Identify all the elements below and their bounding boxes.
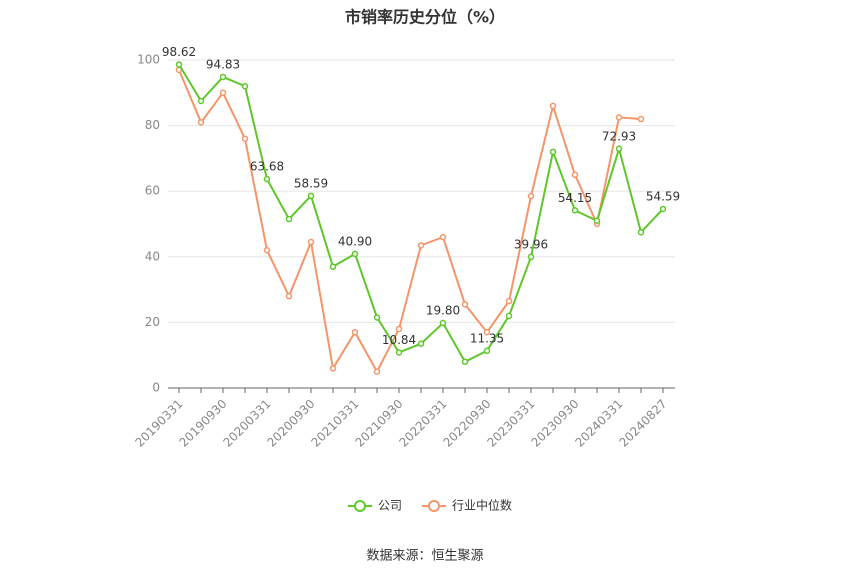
x-tick-label: 20240827 <box>617 397 670 450</box>
legend-marker <box>354 500 366 512</box>
point <box>571 207 579 214</box>
point <box>219 73 227 81</box>
point <box>593 217 601 224</box>
point <box>351 250 359 258</box>
point <box>637 228 645 236</box>
point <box>241 135 249 142</box>
point <box>439 319 447 327</box>
y-tick-label: 100 <box>137 53 160 67</box>
point <box>373 368 381 375</box>
point <box>285 292 293 300</box>
chart-title: 市销率历史分位（%） <box>345 8 505 27</box>
point <box>307 238 315 246</box>
data-label: 10.84 <box>382 333 416 347</box>
y-tick-label: 40 <box>145 249 160 263</box>
y-tick-label: 80 <box>145 118 160 132</box>
point <box>307 192 315 200</box>
legend-item: 行业中位数 <box>422 498 512 513</box>
legend-marker <box>428 500 441 512</box>
legend-item: 公司 <box>348 499 402 513</box>
point <box>439 233 447 241</box>
data-label: 58.59 <box>294 176 328 190</box>
point <box>285 215 293 223</box>
y-tick-label: 60 <box>145 184 160 198</box>
data-label: 63.68 <box>250 160 284 174</box>
data-label: 19.80 <box>426 304 460 318</box>
point <box>395 325 403 333</box>
point <box>483 328 491 336</box>
data-label: 72.93 <box>602 129 636 143</box>
point <box>175 61 183 68</box>
y-tick-label: 0 <box>152 381 160 395</box>
point <box>351 328 359 336</box>
point <box>329 263 337 270</box>
point <box>571 171 579 179</box>
data-label: 11.35 <box>470 331 504 345</box>
point <box>197 97 205 105</box>
data-label: 54.59 <box>646 189 680 203</box>
point <box>637 115 645 123</box>
data-label: 39.96 <box>514 237 548 251</box>
point <box>263 246 271 254</box>
data-label: 54.15 <box>558 191 592 205</box>
point <box>395 349 403 356</box>
point <box>549 102 557 110</box>
point <box>615 114 623 121</box>
series-line <box>178 64 664 364</box>
point <box>461 358 469 366</box>
point <box>197 119 205 126</box>
point <box>417 340 425 347</box>
data-label: 40.90 <box>338 234 372 248</box>
legend-label: 公司 <box>378 499 402 513</box>
point <box>373 314 381 321</box>
point <box>527 192 535 200</box>
point <box>527 253 535 261</box>
series-line <box>178 69 642 374</box>
y-tick-label: 20 <box>145 315 160 329</box>
point <box>219 89 227 97</box>
point <box>505 297 513 305</box>
point <box>329 365 337 372</box>
point <box>505 312 513 320</box>
point <box>549 148 557 156</box>
source-note: 数据来源：恒生聚源 <box>366 549 483 564</box>
point <box>461 301 469 308</box>
point <box>417 242 425 249</box>
point <box>615 145 623 153</box>
point <box>659 205 667 213</box>
data-label: 94.83 <box>206 57 240 71</box>
point <box>241 82 249 90</box>
point <box>483 347 491 355</box>
legend-label: 行业中位数 <box>452 498 512 513</box>
point <box>263 175 271 183</box>
data-label: 98.62 <box>162 45 196 59</box>
